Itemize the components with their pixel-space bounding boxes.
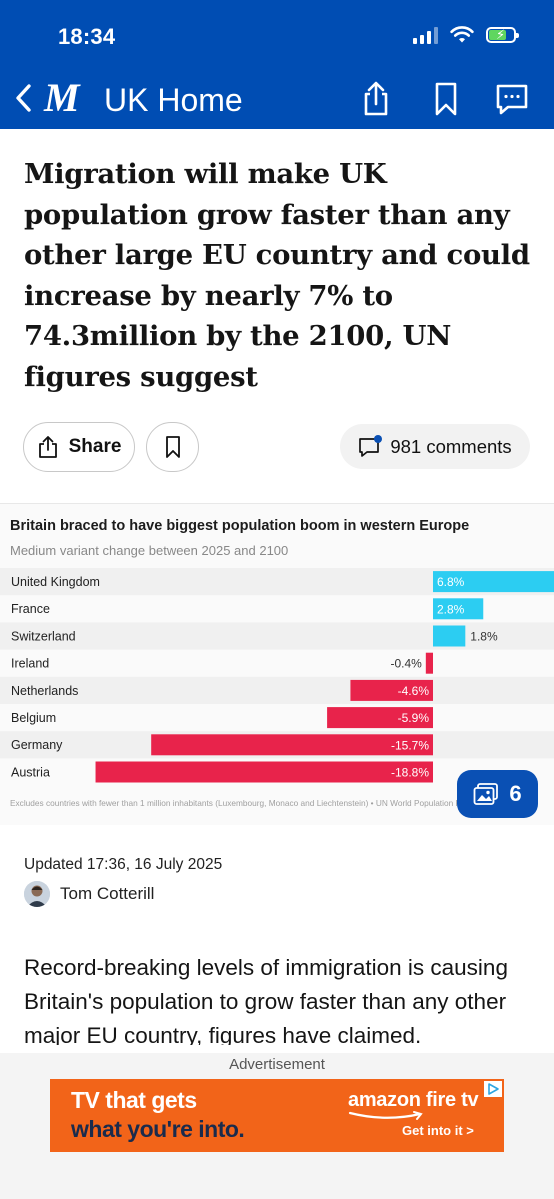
share-button[interactable]: Share <box>23 422 135 472</box>
chart-bar <box>433 598 484 620</box>
bookmark-icon <box>165 436 180 458</box>
share-label: Share <box>68 436 122 457</box>
chart-category-label: Belgium <box>11 711 56 725</box>
chart-data-label: 2.8% <box>437 602 465 616</box>
wifi-icon <box>450 26 474 43</box>
comments-button[interactable]: 981 comments <box>340 424 530 469</box>
chart-category-label: United Kingdom <box>11 575 100 589</box>
nav-title[interactable]: UK Home <box>104 82 243 118</box>
chart-data-label: -0.4% <box>390 657 422 671</box>
chart-plot: 6.8% United Kingdom 2.8% France 1.8% Switzerl… <box>0 568 554 783</box>
chart-data-label: 6.8% <box>437 575 465 589</box>
article-headline: Migration will make UK population grow f… <box>24 158 530 393</box>
chart-data-label: -15.7% <box>391 738 429 752</box>
ad-banner[interactable]: TV that gets what you're into. amazon fi… <box>50 1079 504 1152</box>
chart-bar <box>95 761 433 783</box>
image-gallery-icon <box>473 783 499 805</box>
chart-bar <box>350 679 433 701</box>
chart-category-label: Netherlands <box>11 684 78 698</box>
chart-data-label: -5.9% <box>398 711 430 725</box>
chart-category-label: Switzerland <box>11 629 76 643</box>
chart-bar <box>433 571 554 593</box>
advertisement-label: Advertisement <box>229 1056 325 1073</box>
ad-headline-line1: TV that gets <box>71 1087 197 1113</box>
chart-bar <box>151 734 433 756</box>
chart-category-label: Germany <box>11 738 63 752</box>
back-chevron-icon[interactable] <box>10 80 36 116</box>
bookmark-button[interactable] <box>146 422 199 472</box>
chart-bar <box>425 652 433 674</box>
chart-bar <box>433 625 466 647</box>
ad-headline-line2: what you're into. <box>71 1116 245 1142</box>
chart-footnote: Excludes countries with fewer than 1 mil… <box>10 798 514 808</box>
chart-row-band <box>0 676 554 704</box>
chart-category-label: Austria <box>11 765 50 779</box>
gallery-button[interactable]: 6 <box>457 770 538 818</box>
bookmark-icon[interactable] <box>428 80 464 118</box>
population-chart[interactable]: 6.8% United Kingdom 2.8% France 1.8% Switzerl… <box>0 503 554 825</box>
chart-category-label: Ireland <box>11 657 49 671</box>
gallery-count: 6 <box>509 781 522 806</box>
author-avatar[interactable] <box>24 881 50 907</box>
chart-data-label: -18.8% <box>391 766 429 780</box>
chart-data-label: 1.8% <box>470 630 498 644</box>
comment-icon[interactable] <box>494 80 530 118</box>
daily-mail-logo[interactable]: M <box>44 75 80 120</box>
status-icons: ⚡ <box>413 26 519 44</box>
ad-brand: amazon fire tv <box>348 1089 479 1111</box>
article-body: Record-breaking levels of immigration is… <box>24 955 508 1045</box>
app-header: 18:34 ⚡ M UK Home <box>0 0 554 129</box>
signal-icon <box>413 26 438 44</box>
amazon-smile-icon <box>348 1111 423 1120</box>
chart-title: Britain braced to have biggest populatio… <box>10 518 470 534</box>
chart-category-label: France <box>11 602 50 616</box>
ad-cta[interactable]: Get into it > <box>402 1123 474 1138</box>
chart-subtitle: Medium variant change between 2025 and 2… <box>10 543 289 558</box>
comment-bubble-icon <box>359 434 383 457</box>
share-icon[interactable] <box>358 80 394 118</box>
advertisement-area: Advertisement TV that gets what you're i… <box>0 1053 554 1199</box>
status-time: 18:34 <box>58 24 116 49</box>
updated-timestamp: Updated 17:36, 16 July 2025 <box>24 856 223 873</box>
author-byline[interactable]: Tom Cotterill <box>24 881 154 907</box>
share-icon <box>38 436 57 458</box>
battery-icon: ⚡ <box>486 27 519 43</box>
ad-choices-icon[interactable] <box>484 1081 502 1097</box>
chart-bar <box>327 707 433 729</box>
author-name[interactable]: Tom Cotterill <box>60 884 155 903</box>
chart-data-label: -4.6% <box>398 684 430 698</box>
comments-count: 981 comments <box>390 435 512 457</box>
